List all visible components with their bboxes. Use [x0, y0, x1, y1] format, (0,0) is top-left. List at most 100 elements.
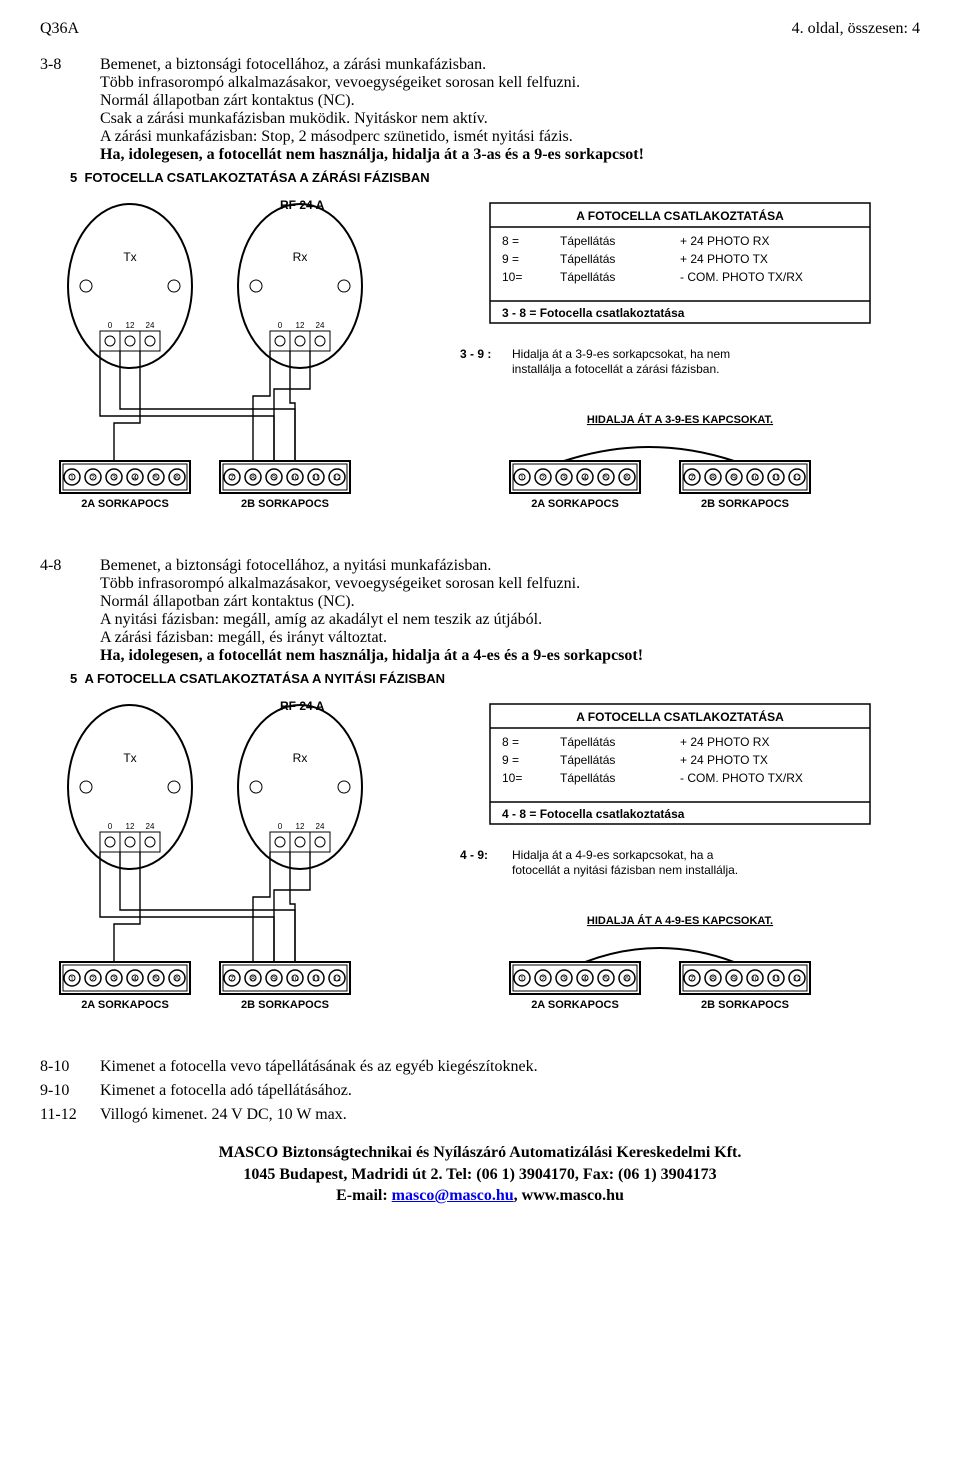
line: Több infrasorompó alkalmazásakor, vevoeg… — [100, 74, 920, 92]
footer-line-3: E-mail: masco@masco.hu, www.masco.hu — [40, 1185, 920, 1207]
svg-text:Tápellátás: Tápellátás — [560, 753, 615, 767]
section-body: Bemenet, a biztonsági fotocellához, a zá… — [100, 56, 920, 164]
svg-text:Rx: Rx — [293, 751, 308, 765]
svg-text:2: 2 — [91, 475, 95, 482]
section-body: Bemenet, a biztonsági fotocellához, a ny… — [100, 557, 920, 665]
svg-text:6: 6 — [175, 475, 179, 482]
svg-text:6: 6 — [175, 976, 179, 983]
svg-text:6: 6 — [625, 976, 629, 983]
page-counter: 4. oldal, összesen: 4 — [792, 20, 920, 38]
svg-text:A FOTOCELLA CSATLAKOZTATÁSA: A FOTOCELLA CSATLAKOZTATÁSA — [576, 208, 784, 223]
svg-text:Tápellátás: Tápellátás — [560, 234, 615, 248]
diag-title-text: A FOTOCELLA CSATLAKOZTATÁSA A NYITÁSI FÁ… — [84, 671, 445, 686]
svg-text:3: 3 — [112, 976, 116, 983]
svg-text:24: 24 — [316, 321, 325, 330]
svg-text:10=: 10= — [502, 771, 522, 785]
svg-text:fotocellát a nyitási fázisban: fotocellát a nyitási fázisban nem instal… — [512, 863, 738, 877]
section-body: Kimenet a fotocella adó tápellátásához. — [100, 1082, 920, 1100]
svg-text:2B SORKAPOCS: 2B SORKAPOCS — [241, 999, 329, 1011]
svg-text:+ 24 PHOTO TX: + 24 PHOTO TX — [680, 753, 768, 767]
footer-email-prefix: E-mail: — [336, 1187, 392, 1204]
svg-text:2: 2 — [541, 475, 545, 482]
svg-text:9: 9 — [732, 976, 736, 983]
section-4-8: 4-8 Bemenet, a biztonsági fotocellához, … — [40, 557, 920, 665]
line: Bemenet, a biztonsági fotocellához, a ny… — [100, 557, 920, 575]
svg-text:Tápellátás: Tápellátás — [560, 735, 615, 749]
svg-text:0: 0 — [108, 321, 113, 330]
line: Több infrasorompó alkalmazásakor, vevoeg… — [100, 575, 920, 593]
svg-text:12: 12 — [296, 321, 305, 330]
svg-text:10: 10 — [291, 976, 299, 983]
svg-text:Hidalja át a 4-9-es sorkapcsok: Hidalja át a 4-9-es sorkapcsokat, ha a — [512, 848, 714, 862]
svg-text:5: 5 — [154, 976, 158, 983]
svg-text:installálja a fotocellát a zár: installálja a fotocellát a zárási fázisb… — [512, 362, 719, 376]
svg-text:7: 7 — [690, 976, 694, 983]
svg-text:Tápellátás: Tápellátás — [560, 270, 615, 284]
svg-text:3 - 9 :: 3 - 9 : — [460, 347, 491, 361]
line: Bemenet, a biztonsági fotocellához, a zá… — [100, 56, 920, 74]
section-body: Villogó kimenet. 24 V DC, 10 W max. — [100, 1106, 920, 1124]
svg-text:11: 11 — [312, 976, 319, 983]
svg-text:8: 8 — [711, 976, 715, 983]
svg-text:3: 3 — [562, 475, 566, 482]
svg-text:5: 5 — [604, 976, 608, 983]
svg-text:10=: 10= — [502, 270, 522, 284]
svg-text:6: 6 — [625, 475, 629, 482]
svg-text:12: 12 — [296, 822, 305, 831]
svg-text:5: 5 — [154, 475, 158, 482]
svg-text:2A SORKAPOCS: 2A SORKAPOCS — [81, 498, 169, 510]
footer-line-2: 1045 Budapest, Madridi út 2. Tel: (06 1)… — [40, 1164, 920, 1186]
svg-text:2B SORKAPOCS: 2B SORKAPOCS — [241, 498, 329, 510]
svg-text:0: 0 — [108, 822, 113, 831]
line: A nyitási fázisban: megáll, amíg az akad… — [100, 611, 920, 629]
svg-text:10: 10 — [751, 976, 759, 983]
line: A zárási munkafázisban: Stop, 2 másodper… — [100, 128, 920, 146]
svg-text:12: 12 — [333, 475, 341, 482]
section-label: 3-8 — [40, 56, 100, 164]
svg-text:- COM. PHOTO TX/RX: - COM. PHOTO TX/RX — [680, 771, 803, 785]
svg-text:7: 7 — [690, 475, 694, 482]
wiring-diagram-svg: RF 24 ATx01224Rx01224A FOTOCELLA CSATLAK… — [40, 191, 920, 531]
footer-line-1: MASCO Biztonságtechnikai és Nyílászáró A… — [40, 1142, 920, 1164]
svg-text:Hidalja át a 3-9-es sorkapcsok: Hidalja át a 3-9-es sorkapcsokat, ha nem — [512, 347, 730, 361]
svg-text:HIDALJA ÁT A 3-9-ES KAPCSOKAT.: HIDALJA ÁT A 3-9-ES KAPCSOKAT. — [587, 413, 773, 426]
section-label: 8-10 — [40, 1058, 100, 1076]
svg-text:4: 4 — [133, 475, 137, 482]
section-label: 9-10 — [40, 1082, 100, 1100]
diag-num: 5 — [70, 671, 77, 686]
svg-text:4: 4 — [583, 976, 587, 983]
svg-text:4: 4 — [583, 475, 587, 482]
wiring-diagram-svg: RF 24 ATx01224Rx01224A FOTOCELLA CSATLAK… — [40, 692, 920, 1032]
svg-text:+ 24 PHOTO RX: + 24 PHOTO RX — [680, 735, 769, 749]
svg-text:3: 3 — [562, 976, 566, 983]
svg-text:HIDALJA ÁT A 4-9-ES KAPCSOKAT.: HIDALJA ÁT A 4-9-ES KAPCSOKAT. — [587, 914, 773, 927]
svg-text:1: 1 — [520, 976, 524, 983]
svg-text:1: 1 — [70, 976, 74, 983]
section-label: 11-12 — [40, 1106, 100, 1124]
line: Normál állapotban zárt kontaktus (NC). — [100, 92, 920, 110]
svg-text:11: 11 — [772, 976, 779, 983]
svg-text:12: 12 — [126, 822, 135, 831]
svg-text:7: 7 — [230, 976, 234, 983]
svg-text:0: 0 — [278, 321, 283, 330]
svg-text:9 =: 9 = — [502, 252, 519, 266]
section-body: Kimenet a fotocella vevo tápellátásának … — [100, 1058, 920, 1076]
diag-num: 5 — [70, 170, 77, 185]
svg-text:Tápellátás: Tápellátás — [560, 771, 615, 785]
svg-text:4: 4 — [133, 976, 137, 983]
footer-email-link[interactable]: masco@masco.hu — [392, 1187, 514, 1204]
svg-text:8 =: 8 = — [502, 735, 519, 749]
bold-line: Ha, idolegesen, a fotocellát nem használ… — [100, 146, 920, 164]
svg-text:2: 2 — [541, 976, 545, 983]
svg-text:- COM. PHOTO TX/RX: - COM. PHOTO TX/RX — [680, 270, 803, 284]
svg-text:12: 12 — [793, 976, 801, 983]
svg-text:9: 9 — [272, 976, 276, 983]
svg-text:10: 10 — [751, 475, 759, 482]
svg-text:12: 12 — [793, 475, 801, 482]
svg-text:Tx: Tx — [123, 250, 136, 264]
section-label: 4-8 — [40, 557, 100, 665]
diag-title-text: FOTOCELLA CSATLAKOZTATÁSA A ZÁRÁSI FÁZIS… — [84, 170, 429, 185]
svg-text:3 - 8 = Fotocella csatlakoztat: 3 - 8 = Fotocella csatlakoztatása — [502, 306, 685, 320]
line: Normál állapotban zárt kontaktus (NC). — [100, 593, 920, 611]
svg-text:5: 5 — [604, 475, 608, 482]
